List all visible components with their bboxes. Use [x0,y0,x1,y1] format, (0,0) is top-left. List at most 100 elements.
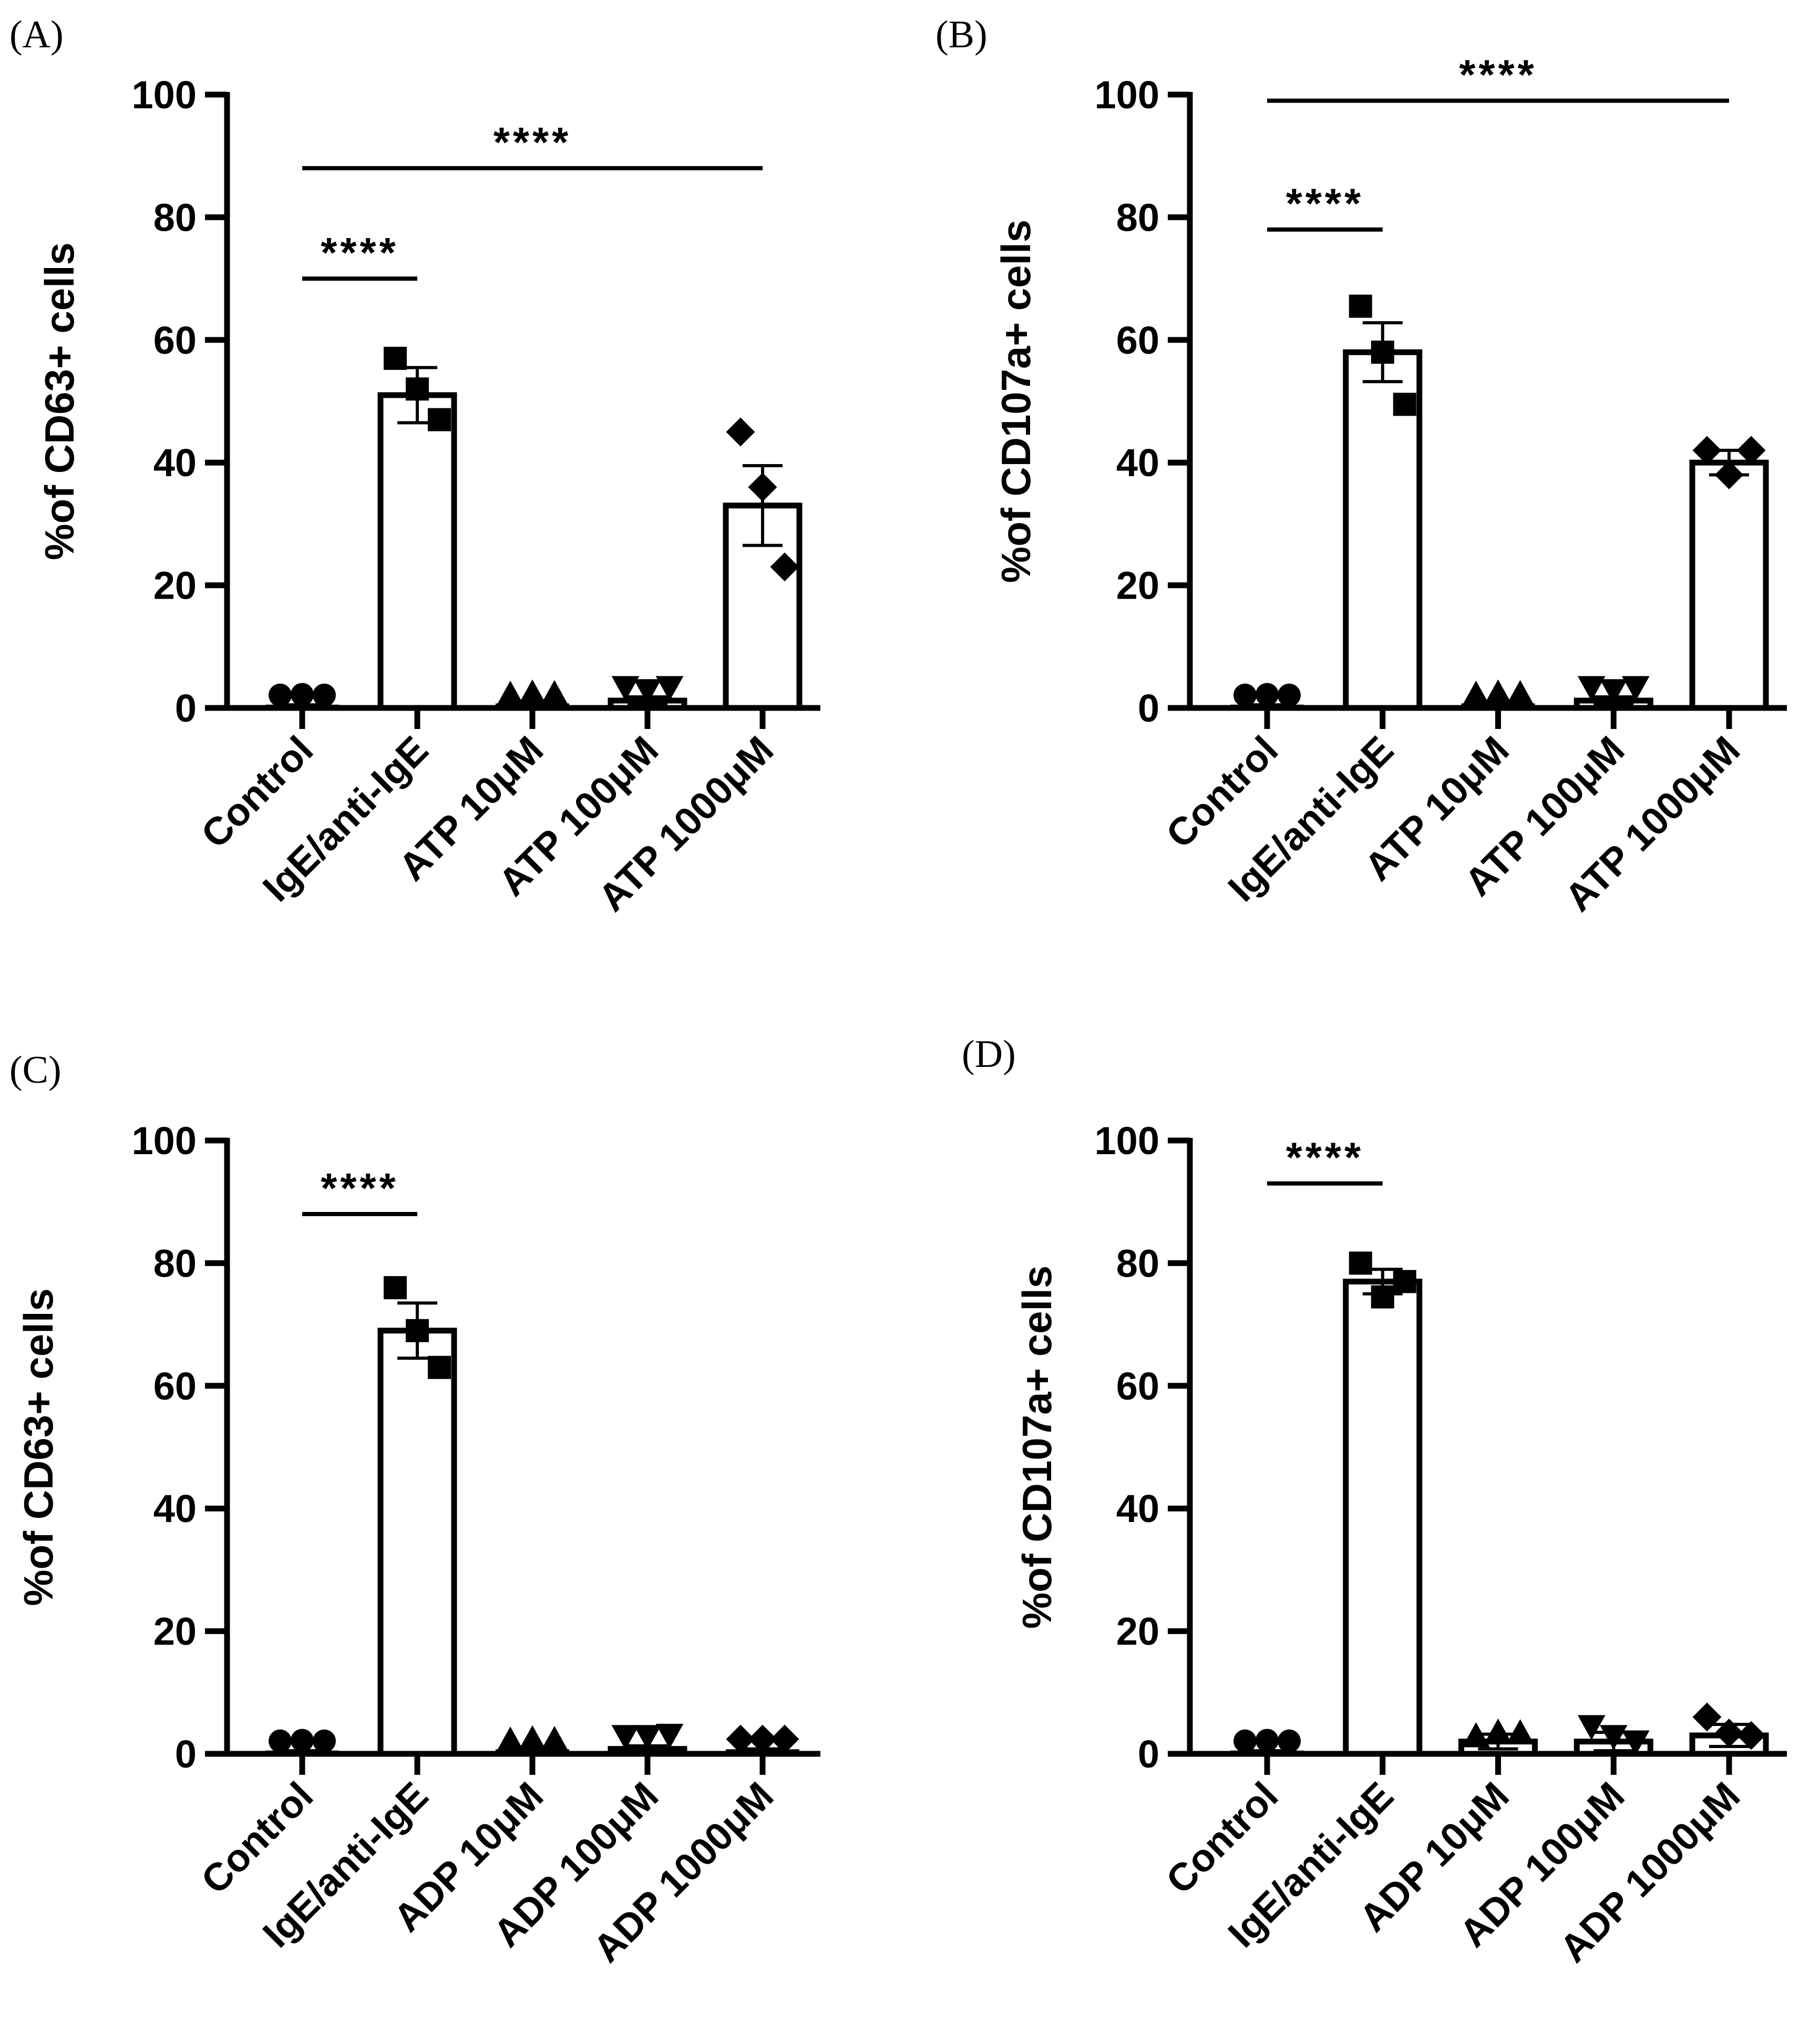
data-point [726,417,755,447]
data-point [518,1725,547,1751]
data-point [748,1724,777,1754]
significance-label: **** [1286,180,1364,227]
y-tick-label: 60 [153,1364,197,1408]
data-point [406,377,429,401]
data-point [384,1276,407,1300]
y-tick-label: 0 [1138,686,1159,730]
data-point [1278,1729,1301,1753]
y-axis-title: %of CD63+ cells [15,1288,61,1606]
data-point [633,1725,662,1750]
data-point [1599,679,1628,704]
y-tick-label: 0 [1138,1732,1159,1776]
data-point [1256,1729,1279,1752]
data-point [633,679,662,704]
data-point [611,676,640,701]
data-point [1621,1730,1650,1756]
data-point [611,1725,640,1750]
data-point [518,679,547,705]
data-point [1484,679,1512,705]
significance-label: **** [1286,1134,1364,1181]
y-tick-label: 100 [132,73,197,117]
data-point [1714,460,1744,490]
data-point [1599,1725,1628,1750]
data-point [770,552,799,582]
data-point [406,1319,429,1342]
data-point [655,676,684,701]
y-tick-label: 20 [1116,564,1159,608]
y-tick-label: 100 [1095,1119,1159,1163]
y-tick-label: 100 [132,1119,197,1163]
y-tick-label: 80 [1116,196,1159,239]
y-tick-label: 60 [153,318,197,362]
y-axis-title: %of CD63+ cells [36,242,83,560]
data-point [1462,681,1490,706]
y-tick-label: 60 [1116,318,1159,362]
data-point [540,1725,569,1751]
y-tick-label: 40 [153,1487,197,1530]
y-axis-title: %of CD107a+ cells [1014,1266,1060,1629]
bar [1689,459,1769,711]
data-point [1278,683,1301,707]
data-point [748,472,777,502]
bar [377,392,457,711]
data-point [1233,1729,1257,1753]
data-point [1736,436,1766,465]
y-tick-label: 0 [175,1732,197,1776]
y-tick-label: 80 [153,196,197,239]
data-point [1692,1702,1722,1732]
y-tick-label: 60 [1116,1364,1159,1408]
data-point [540,680,569,705]
y-tick-label: 80 [1116,1241,1159,1285]
data-point [1462,1722,1490,1748]
y-tick-label: 20 [153,1610,197,1653]
significance-label: **** [1459,52,1537,98]
y-tick-label: 40 [153,441,197,485]
bar [377,1328,457,1757]
data-point [770,1724,799,1754]
data-point [313,1729,336,1753]
y-tick-label: 40 [1116,1487,1159,1530]
panel-label: (C) [9,1049,61,1092]
data-point [1256,683,1279,706]
data-point [1484,1718,1512,1744]
data-point [1621,676,1650,701]
data-point [269,1729,292,1753]
data-point [291,1729,314,1752]
data-point [1577,676,1606,701]
data-point [655,1723,684,1749]
data-point [1233,683,1257,707]
data-point [1371,1285,1394,1309]
data-point [428,1355,451,1379]
significance-label: **** [321,229,399,276]
data-point [313,683,336,707]
data-point [1714,1718,1744,1748]
y-axis-title: %of CD107a+ cells [993,220,1039,583]
significance-label: **** [493,119,572,166]
significance-label: **** [321,1165,399,1211]
data-point [1506,1719,1534,1744]
data-point [428,408,451,431]
bar [1343,1278,1423,1757]
data-point [1349,1251,1372,1275]
panel-label: (B) [935,13,988,56]
data-point [384,346,407,370]
panel-label: (A) [9,13,64,56]
panel-label: (D) [962,1033,1016,1076]
y-tick-label: 20 [1116,1610,1159,1653]
data-point [1692,436,1722,465]
y-tick-label: 40 [1116,441,1159,485]
data-point [1349,294,1372,318]
y-tick-label: 100 [1095,73,1159,117]
y-tick-label: 0 [175,686,197,730]
data-point [1506,680,1534,705]
data-point [1577,1715,1606,1740]
data-point [1393,393,1416,416]
data-point [269,683,292,707]
data-point [496,1726,525,1752]
y-tick-label: 80 [153,1241,197,1285]
